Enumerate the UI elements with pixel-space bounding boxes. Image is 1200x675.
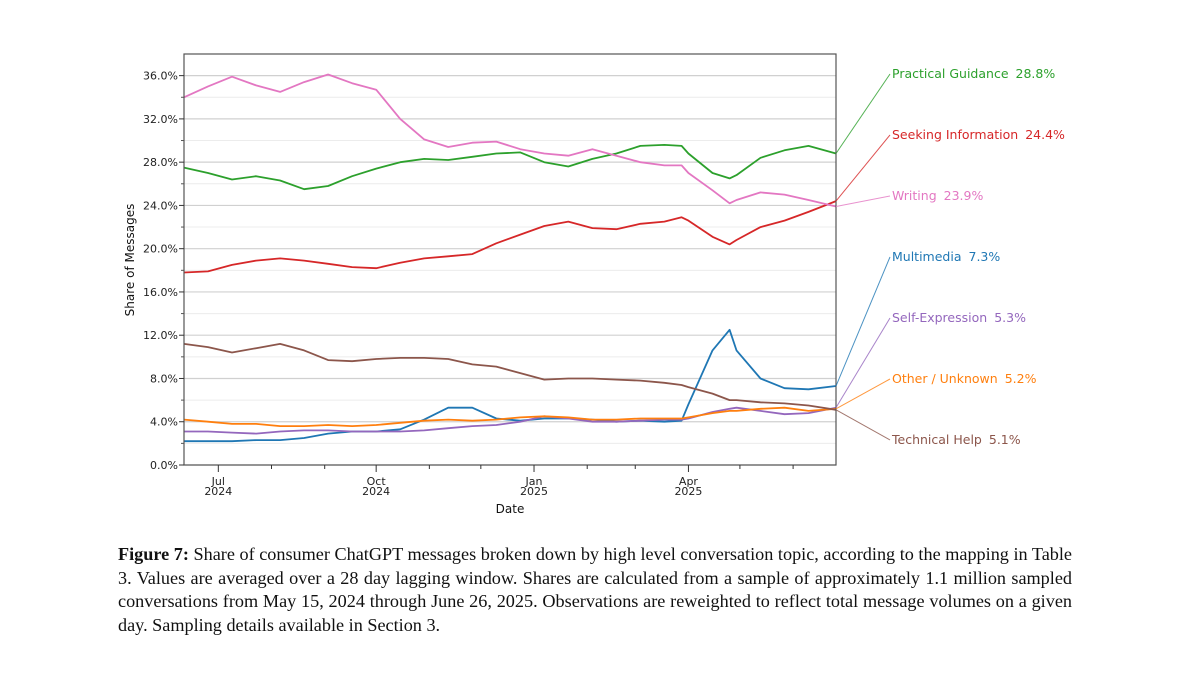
y-axis: 0.0% 4.0% 8.0% 12.0% 16.0% 20.0% 24.0% 28.0% 32.… xyxy=(143,70,184,472)
label-leader-line xyxy=(835,73,891,154)
gridlines xyxy=(184,75,836,466)
label-leader-line xyxy=(835,317,891,408)
y-tick-label: 24.0% xyxy=(143,199,178,212)
y-tick-label: 16.0% xyxy=(143,286,178,299)
y-tick-label: 8.0% xyxy=(150,372,178,385)
series-label: Multimedia 7.3% xyxy=(892,249,1000,264)
x-tick-year: 2024 xyxy=(204,485,232,498)
series-label: Other / Unknown 5.2% xyxy=(892,371,1037,386)
figure-label: Figure 7: xyxy=(118,544,189,564)
x-tick-month: Apr xyxy=(679,475,699,488)
series-name: Writing xyxy=(892,188,937,203)
x-tick-month: Jul xyxy=(211,475,225,488)
figure-caption: Figure 7: Share of consumer ChatGPT mess… xyxy=(118,543,1072,637)
x-tick-month: Jan xyxy=(525,475,543,488)
series-name: Multimedia xyxy=(892,249,962,264)
series-label: Writing 23.9% xyxy=(892,188,983,203)
x-tick-year: 2024 xyxy=(362,485,390,498)
series-final-value: 5.1% xyxy=(989,432,1021,447)
series-name: Other / Unknown xyxy=(892,371,998,386)
series-label: Self-Expression 5.3% xyxy=(892,310,1026,325)
label-leader-line xyxy=(835,409,891,441)
y-tick-label: 4.0% xyxy=(150,416,178,429)
x-tick-year: 2025 xyxy=(520,485,548,498)
x-axis-label: Date xyxy=(496,502,525,516)
series-label: Technical Help 5.1% xyxy=(891,432,1021,447)
series-name: Technical Help xyxy=(891,432,982,447)
y-tick-label: 12.0% xyxy=(143,329,178,342)
label-leader-line xyxy=(835,195,891,207)
series-line-self-expression xyxy=(184,406,837,435)
series-line-other-unknown xyxy=(183,406,837,428)
series-name: Practical Guidance xyxy=(892,66,1009,81)
x-tick-year: 2025 xyxy=(674,485,702,498)
label-leader-line xyxy=(835,378,891,410)
y-tick-label: 0.0% xyxy=(150,459,178,472)
series-label: Seeking Information 24.4% xyxy=(892,127,1065,142)
series-name: Seeking Information xyxy=(892,127,1018,142)
series-final-value: 24.4% xyxy=(1025,127,1065,142)
y-tick-label: 32.0% xyxy=(143,113,178,126)
series-final-value: 23.9% xyxy=(944,188,984,203)
series-final-value: 28.8% xyxy=(1016,66,1056,81)
series-label: Practical Guidance 28.8% xyxy=(892,66,1055,81)
series-name: Self-Expression xyxy=(892,310,987,325)
series-end-labels: Practical Guidance 28.8% Seeking Informati… xyxy=(835,66,1065,447)
series-final-value: 5.2% xyxy=(1005,371,1037,386)
series-line-technical-help xyxy=(183,342,837,411)
plot-frame xyxy=(183,53,837,466)
label-leader-line xyxy=(835,134,891,202)
y-axis-label: Share of Messages xyxy=(123,204,137,317)
series-final-value: 5.3% xyxy=(994,310,1026,325)
series-final-value: 7.3% xyxy=(969,249,1001,264)
series-line-seeking-information xyxy=(183,200,837,274)
label-leader-line xyxy=(835,256,891,387)
y-tick-label: 28.0% xyxy=(143,156,178,169)
series-line-multimedia xyxy=(184,328,837,443)
series-line-practical-guidance xyxy=(183,143,837,191)
caption-text: Share of consumer ChatGPT messages broke… xyxy=(118,544,1072,635)
line-chart: 0.0% 4.0% 8.0% 12.0% 16.0% 20.0% 24.0% 28.0% 32.… xyxy=(123,53,1065,516)
y-tick-label: 36.0% xyxy=(143,70,178,83)
series-line-writing xyxy=(183,73,837,208)
x-tick-month: Oct xyxy=(367,475,387,488)
y-tick-label: 20.0% xyxy=(143,243,178,256)
series-lines xyxy=(183,73,837,443)
